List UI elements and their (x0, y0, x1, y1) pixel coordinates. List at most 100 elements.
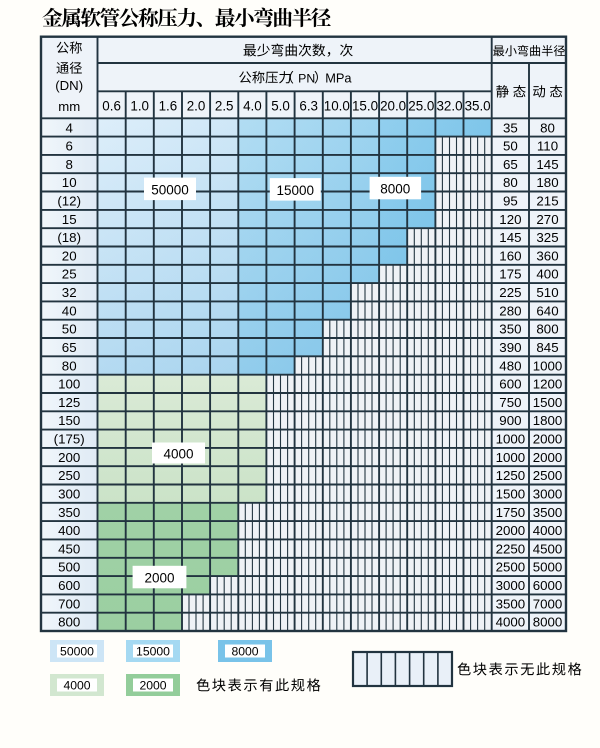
svg-text:(18): (18) (57, 230, 81, 245)
svg-text:50: 50 (503, 139, 518, 154)
svg-text:1000: 1000 (533, 358, 563, 373)
svg-text:15: 15 (62, 212, 77, 227)
svg-text:1500: 1500 (533, 395, 563, 410)
svg-text:350: 350 (58, 505, 80, 520)
svg-text:50000: 50000 (151, 182, 189, 197)
svg-text:145: 145 (536, 157, 558, 172)
svg-text:225: 225 (499, 285, 521, 300)
svg-text:35: 35 (503, 120, 518, 135)
svg-text:32.0: 32.0 (436, 99, 462, 114)
svg-text:80: 80 (503, 175, 518, 190)
svg-text:250: 250 (58, 468, 80, 483)
svg-text:80: 80 (62, 358, 77, 373)
svg-text:25: 25 (62, 267, 77, 282)
svg-text:65: 65 (503, 157, 518, 172)
svg-text:1250: 1250 (496, 468, 526, 483)
svg-text:MPa: MPa (325, 70, 352, 85)
svg-text:1.6: 1.6 (159, 99, 178, 114)
svg-text:25.0: 25.0 (408, 99, 434, 114)
svg-text:120: 120 (499, 212, 521, 227)
svg-text:8000: 8000 (533, 615, 563, 630)
svg-text:5000: 5000 (533, 560, 563, 575)
svg-text:15.0: 15.0 (352, 99, 378, 114)
svg-text:845: 845 (536, 340, 558, 355)
svg-text:8000: 8000 (231, 645, 258, 659)
svg-text:50: 50 (62, 322, 77, 337)
svg-text:400: 400 (58, 523, 80, 538)
svg-text:2000: 2000 (496, 523, 526, 538)
svg-text:480: 480 (499, 358, 521, 373)
svg-text:110: 110 (537, 139, 558, 154)
svg-text:40: 40 (62, 303, 77, 318)
svg-text:150: 150 (58, 413, 80, 428)
svg-text:500: 500 (58, 560, 80, 575)
svg-text:200: 200 (58, 450, 80, 465)
svg-text:640: 640 (536, 303, 558, 318)
svg-text:(DN): (DN) (55, 78, 83, 93)
svg-text:0.6: 0.6 (102, 99, 121, 114)
svg-text:PN: PN (298, 71, 315, 85)
svg-text:600: 600 (499, 377, 521, 392)
svg-text:1750: 1750 (496, 505, 526, 520)
svg-text:20.0: 20.0 (380, 99, 406, 114)
svg-text:6.3: 6.3 (299, 99, 318, 114)
svg-text:3500: 3500 (533, 505, 563, 520)
svg-text:8: 8 (65, 157, 72, 172)
svg-text:4000: 4000 (496, 615, 526, 630)
svg-text:(12): (12) (57, 194, 81, 209)
svg-text:10.0: 10.0 (324, 99, 350, 114)
svg-text:280: 280 (499, 303, 521, 318)
svg-text:175: 175 (499, 267, 521, 282)
svg-text:900: 900 (499, 413, 521, 428)
svg-text:180: 180 (536, 175, 558, 190)
svg-text:750: 750 (499, 395, 521, 410)
svg-text:1.0: 1.0 (130, 99, 149, 114)
svg-text:15000: 15000 (136, 645, 170, 659)
svg-text:2000: 2000 (139, 679, 166, 693)
svg-text:4000: 4000 (163, 447, 193, 462)
svg-text:700: 700 (58, 596, 80, 611)
svg-text:2.0: 2.0 (187, 99, 206, 114)
svg-text:2250: 2250 (496, 541, 526, 556)
svg-text:4.0: 4.0 (243, 99, 262, 114)
svg-text:35.0: 35.0 (465, 99, 491, 114)
svg-text:125: 125 (58, 395, 80, 410)
svg-text:360: 360 (536, 248, 558, 263)
svg-text:3000: 3000 (533, 487, 563, 502)
svg-text:1000: 1000 (496, 450, 526, 465)
svg-text:mm: mm (58, 99, 80, 114)
svg-text:800: 800 (536, 322, 558, 337)
svg-text:160: 160 (499, 248, 521, 263)
svg-text:2000: 2000 (533, 450, 563, 465)
svg-text:2000: 2000 (533, 432, 563, 447)
svg-text:350: 350 (499, 322, 521, 337)
svg-text:15000: 15000 (277, 183, 315, 198)
svg-text:1500: 1500 (496, 487, 526, 502)
svg-text:800: 800 (58, 615, 80, 630)
svg-text:1800: 1800 (533, 413, 563, 428)
svg-text:50000: 50000 (60, 645, 94, 659)
svg-text:20: 20 (62, 248, 77, 263)
svg-text:4500: 4500 (533, 541, 563, 556)
svg-text:215: 215 (536, 194, 558, 209)
svg-text:4: 4 (65, 120, 72, 135)
svg-text:5.0: 5.0 (271, 99, 290, 114)
svg-text:3500: 3500 (496, 596, 526, 611)
svg-text:1000: 1000 (496, 432, 526, 447)
svg-text:400: 400 (536, 267, 558, 282)
svg-text:6: 6 (65, 139, 72, 154)
svg-text:10: 10 (62, 175, 77, 190)
svg-text:2.5: 2.5 (215, 99, 234, 114)
svg-text:80: 80 (540, 120, 555, 135)
svg-text:600: 600 (58, 578, 80, 593)
svg-text:145: 145 (499, 230, 521, 245)
svg-text:32: 32 (62, 285, 77, 300)
svg-text:2000: 2000 (144, 571, 174, 586)
svg-text:1200: 1200 (533, 377, 563, 392)
svg-text:2500: 2500 (496, 560, 526, 575)
svg-text:8000: 8000 (380, 182, 410, 197)
svg-text:510: 510 (536, 285, 558, 300)
svg-text:100: 100 (58, 377, 80, 392)
svg-text:325: 325 (536, 230, 558, 245)
svg-text:95: 95 (503, 194, 518, 209)
